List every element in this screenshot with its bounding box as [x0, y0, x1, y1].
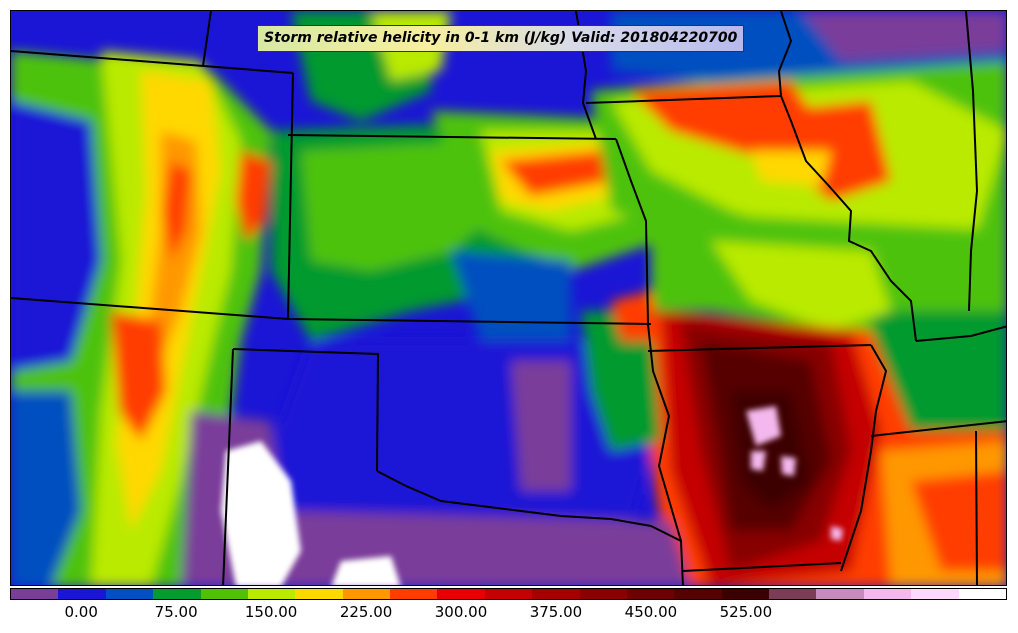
helicity-field-map [11, 11, 1006, 585]
colorbar-segment [295, 589, 343, 599]
colorbar-segment [626, 589, 675, 599]
colorbar-segment [863, 589, 912, 599]
colorbar-tick-label: 300.00 [434, 603, 488, 621]
colorbar-segment [390, 589, 438, 599]
colorbar-segment [721, 589, 769, 599]
colorbar-tick-label: 450.00 [624, 603, 678, 621]
map-panel: Storm relative helicity in 0-1 km (J/kg)… [10, 10, 1007, 586]
colorbar-tick-labels: 0.00 75.00 150.00 225.00 300.00 375.00 450.00 5… [10, 603, 1007, 623]
colorbar-segment [437, 589, 485, 599]
colorbar-segment [11, 589, 59, 599]
colorbar-segment [484, 589, 533, 599]
colorbar-tick-label: 75.00 [154, 603, 198, 621]
colorbar-segment [911, 589, 959, 599]
colorbar-segment [579, 589, 627, 599]
colorbar-segment [200, 589, 248, 599]
map-title: Storm relative helicity in 0-1 km (J/kg)… [257, 25, 745, 52]
colorbar-tick-label: 525.00 [719, 603, 773, 621]
colorbar-segment [247, 589, 296, 599]
colorbar-segment [769, 589, 817, 599]
colorbar-tick-label: 150.00 [244, 603, 298, 621]
state-boundaries [11, 11, 1006, 585]
colorbar-segment [153, 589, 201, 599]
colorbar-segment [105, 589, 154, 599]
colorbar-segment [674, 589, 722, 599]
colorbar-tick-label: 375.00 [529, 603, 583, 621]
colorbar-segment [816, 589, 864, 599]
colorbar-segment [342, 589, 390, 599]
colorbar-tick-label: 225.00 [339, 603, 393, 621]
colorbar-tick-label: 0.00 [64, 603, 98, 621]
colorbar-segment [958, 589, 1006, 599]
colorbar-segment [58, 589, 106, 599]
colorbar-segment [532, 589, 580, 599]
colorbar [10, 588, 1007, 600]
